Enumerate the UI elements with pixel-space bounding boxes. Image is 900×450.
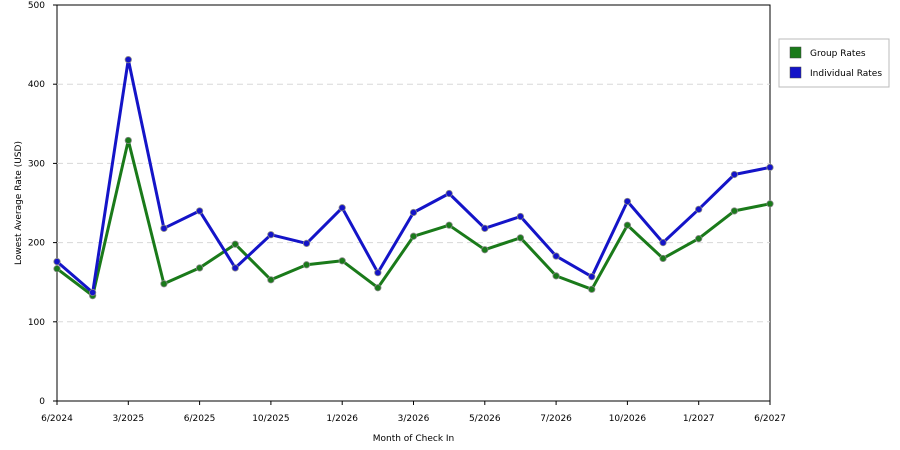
gridlines	[57, 83, 770, 323]
data-point	[89, 288, 97, 297]
x-tick-label: 5/2026	[469, 414, 501, 424]
data-point	[695, 205, 703, 213]
plot-area	[56, 4, 771, 402]
data-point	[374, 284, 382, 292]
data-point	[409, 208, 418, 217]
data-point	[231, 240, 239, 248]
y-tick-label: 500	[28, 1, 45, 11]
data-point	[445, 221, 453, 229]
data-point	[766, 200, 774, 208]
x-tick-label: 6/2027	[754, 414, 786, 424]
y-tick-label: 200	[28, 239, 45, 249]
x-tick-label: 6/2024	[41, 414, 73, 424]
legend-label: Group Rates	[810, 49, 866, 59]
data-point	[516, 212, 525, 221]
data-point	[623, 221, 632, 229]
data-point	[302, 239, 311, 247]
data-point	[53, 265, 61, 273]
data-point	[124, 56, 132, 64]
data-point	[374, 269, 382, 277]
data-point	[267, 276, 275, 284]
data-point	[588, 273, 596, 281]
data-point	[196, 207, 204, 215]
data-point	[160, 224, 168, 232]
data-point	[552, 252, 560, 260]
legend-swatch	[789, 46, 802, 59]
x-tick-label: 10/2026	[609, 414, 647, 424]
y-tick-label: 0	[39, 397, 45, 407]
data-point	[659, 239, 667, 247]
x-tick-label: 1/2026	[326, 414, 358, 424]
data-point	[53, 258, 61, 266]
data-point	[160, 280, 168, 288]
data-point	[730, 207, 738, 215]
x-tick-label: 3/2026	[398, 414, 430, 424]
data-point	[695, 235, 703, 243]
data-point	[338, 257, 346, 265]
data-point	[267, 231, 275, 239]
x-tick-label: 3/2025	[112, 414, 144, 424]
y-axis-title: Lowest Average Rate (USD)	[14, 141, 24, 265]
data-point	[588, 285, 596, 293]
legend-box	[778, 38, 890, 88]
legend-label: Individual Rates	[810, 69, 882, 79]
y-axis: 0 100 200 300 400 500	[28, 1, 57, 407]
data-point	[409, 232, 418, 240]
data-point	[659, 254, 667, 263]
data-point	[481, 246, 489, 254]
data-point	[552, 272, 560, 280]
x-tick-label: 6/2025	[184, 414, 216, 424]
y-tick-label: 300	[28, 159, 45, 169]
data-point	[516, 234, 525, 242]
x-tick-label: 1/2027	[683, 414, 715, 424]
x-axis-title: Month of Check In	[373, 434, 455, 444]
legend-swatch	[789, 66, 802, 79]
y-tick-label: 100	[28, 318, 45, 328]
series-layer	[53, 56, 774, 300]
data-point	[196, 264, 204, 272]
data-point	[231, 264, 239, 272]
y-tick-label: 400	[28, 80, 45, 90]
data-point	[730, 170, 738, 179]
data-point	[302, 261, 311, 269]
data-point	[124, 136, 132, 145]
data-point	[481, 224, 489, 232]
legend: Group Rates Individual Rates	[778, 38, 890, 88]
x-tick-label: 7/2026	[540, 414, 572, 424]
data-point	[623, 197, 632, 206]
data-point	[338, 204, 346, 212]
x-axis: 6/2024 3/2025 6/2025 10/2025 1/2026 3/2026 5/2…	[41, 401, 786, 424]
x-tick-label: 10/2025	[252, 414, 289, 424]
data-point	[445, 189, 453, 198]
data-point	[766, 163, 774, 171]
